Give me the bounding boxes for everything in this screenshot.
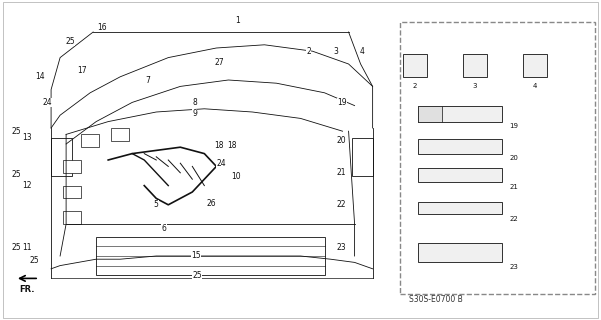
Bar xyxy=(63,186,81,198)
Bar xyxy=(418,106,502,122)
Bar xyxy=(463,54,487,77)
Text: 6: 6 xyxy=(162,224,166,233)
Text: 20: 20 xyxy=(510,155,518,161)
Text: 21: 21 xyxy=(510,184,518,190)
Text: 17: 17 xyxy=(77,66,87,75)
Text: 2: 2 xyxy=(412,83,417,89)
Text: S30S-E0700 B: S30S-E0700 B xyxy=(409,295,463,304)
Text: 13: 13 xyxy=(22,133,32,142)
Text: 5: 5 xyxy=(153,200,158,209)
Text: 18: 18 xyxy=(214,141,224,150)
Text: 18: 18 xyxy=(227,141,237,150)
Text: 1: 1 xyxy=(236,16,240,25)
Text: 25: 25 xyxy=(11,170,21,179)
Text: 20: 20 xyxy=(337,136,347,145)
Bar xyxy=(96,237,325,275)
Text: 25: 25 xyxy=(11,127,21,136)
Text: 22: 22 xyxy=(510,216,518,222)
Text: 16: 16 xyxy=(97,23,107,32)
Text: 14: 14 xyxy=(35,72,45,81)
Text: 19: 19 xyxy=(510,123,518,129)
Text: 15: 15 xyxy=(191,252,201,260)
Text: 4: 4 xyxy=(359,47,364,56)
Bar xyxy=(418,168,502,182)
Text: 21: 21 xyxy=(337,168,346,177)
Text: 22: 22 xyxy=(337,200,346,209)
Text: 4: 4 xyxy=(532,83,537,89)
Text: 3: 3 xyxy=(334,47,338,56)
Text: 26: 26 xyxy=(206,199,216,208)
Text: 7: 7 xyxy=(145,76,150,84)
Text: 19: 19 xyxy=(337,98,347,107)
Text: 23: 23 xyxy=(510,264,518,270)
Bar xyxy=(352,138,373,176)
Text: 25: 25 xyxy=(29,256,39,265)
Bar xyxy=(63,211,81,224)
Text: 10: 10 xyxy=(231,172,240,180)
Text: 3: 3 xyxy=(472,83,477,89)
Text: 12: 12 xyxy=(22,181,32,190)
Bar xyxy=(418,243,502,262)
Bar xyxy=(418,106,442,122)
Bar xyxy=(418,139,502,154)
Bar xyxy=(403,54,427,77)
Bar xyxy=(418,202,502,214)
Text: 24: 24 xyxy=(42,98,52,107)
Text: 8: 8 xyxy=(192,98,197,107)
Text: 11: 11 xyxy=(22,244,32,252)
Text: 9: 9 xyxy=(192,109,197,118)
Text: 25: 25 xyxy=(65,37,75,46)
Text: 23: 23 xyxy=(337,244,347,252)
Text: 24: 24 xyxy=(216,159,226,168)
Bar xyxy=(400,22,595,294)
Bar xyxy=(111,128,129,141)
Text: 25: 25 xyxy=(11,244,21,252)
Bar xyxy=(51,138,72,176)
Text: 2: 2 xyxy=(306,47,311,56)
Text: 25: 25 xyxy=(192,271,202,280)
Text: 27: 27 xyxy=(214,58,224,67)
Bar xyxy=(63,160,81,173)
Bar xyxy=(81,134,99,147)
Text: FR.: FR. xyxy=(19,285,35,294)
Bar xyxy=(523,54,547,77)
